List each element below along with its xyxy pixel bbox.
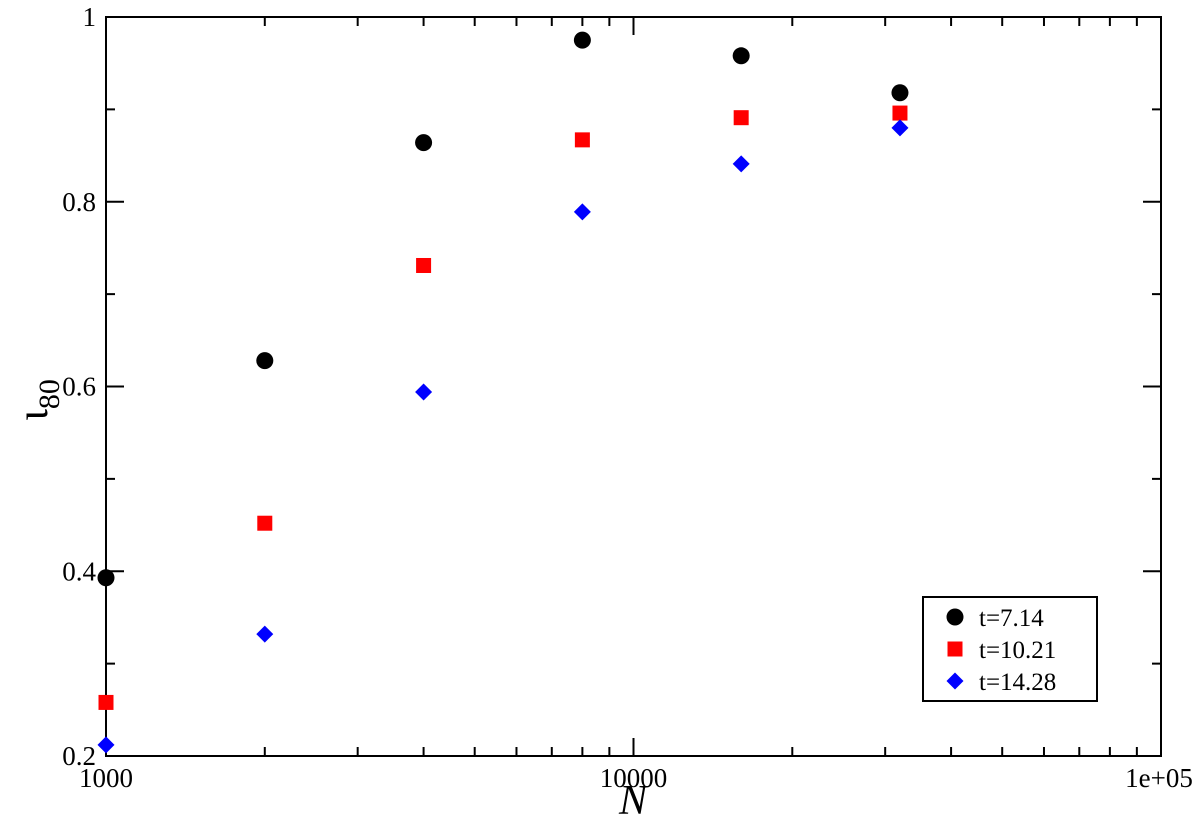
series-diamond <box>97 119 909 754</box>
data-point-square <box>574 132 590 148</box>
y-tick-label: 0.2 <box>62 741 96 771</box>
tick-labels: 1000 10000 1e+05 0.2 0.4 0.6 0.8 1 <box>62 2 1193 793</box>
legend-label: t=14.28 <box>979 669 1056 696</box>
y-tick-label: 0.6 <box>62 372 96 402</box>
data-point-diamond <box>573 203 591 221</box>
legend-marker-circle <box>946 608 964 626</box>
x-tick-label: 1e+05 <box>1125 763 1193 793</box>
series-square <box>98 105 908 710</box>
y-tick-label: 1 <box>83 2 97 32</box>
y-tick-label: 0.4 <box>62 556 96 586</box>
y-axis-title: ι80 <box>8 379 66 421</box>
data-point-square <box>733 110 749 126</box>
y-axis-title-subscript: 80 <box>33 379 66 409</box>
data-point-square <box>98 694 114 710</box>
x-tick-label: 10000 <box>600 763 668 793</box>
data-point-circle <box>97 569 115 587</box>
data-point-diamond <box>97 736 115 754</box>
data-point-circle <box>256 352 274 370</box>
data-point-square <box>257 515 273 531</box>
x-axis-title: N <box>618 778 649 824</box>
y-tick-label: 0.8 <box>62 187 96 217</box>
data-point-diamond <box>732 155 750 173</box>
data-point-diamond <box>891 119 909 137</box>
legend-label: t=10.21 <box>979 637 1056 664</box>
data-point-circle <box>573 31 591 49</box>
series-circle <box>97 31 909 587</box>
data-point-diamond <box>415 383 433 401</box>
data-point-square <box>416 257 432 273</box>
data-point-circle <box>415 134 433 152</box>
legend-marker-diamond <box>946 672 964 690</box>
data-point-circle <box>732 47 750 65</box>
data-point-diamond <box>256 625 274 643</box>
y-axis-title-main: ι <box>8 409 57 421</box>
data-point-square <box>892 105 908 121</box>
minor-ticks <box>106 17 1161 756</box>
data-points <box>97 31 909 754</box>
data-point-circle <box>891 84 909 102</box>
legend-label: t=7.14 <box>979 605 1044 632</box>
legend-marker-square <box>947 641 963 657</box>
legend: t=7.14 t=10.21 t=14.28 <box>922 596 1098 702</box>
x-tick-label: 1000 <box>79 763 133 793</box>
